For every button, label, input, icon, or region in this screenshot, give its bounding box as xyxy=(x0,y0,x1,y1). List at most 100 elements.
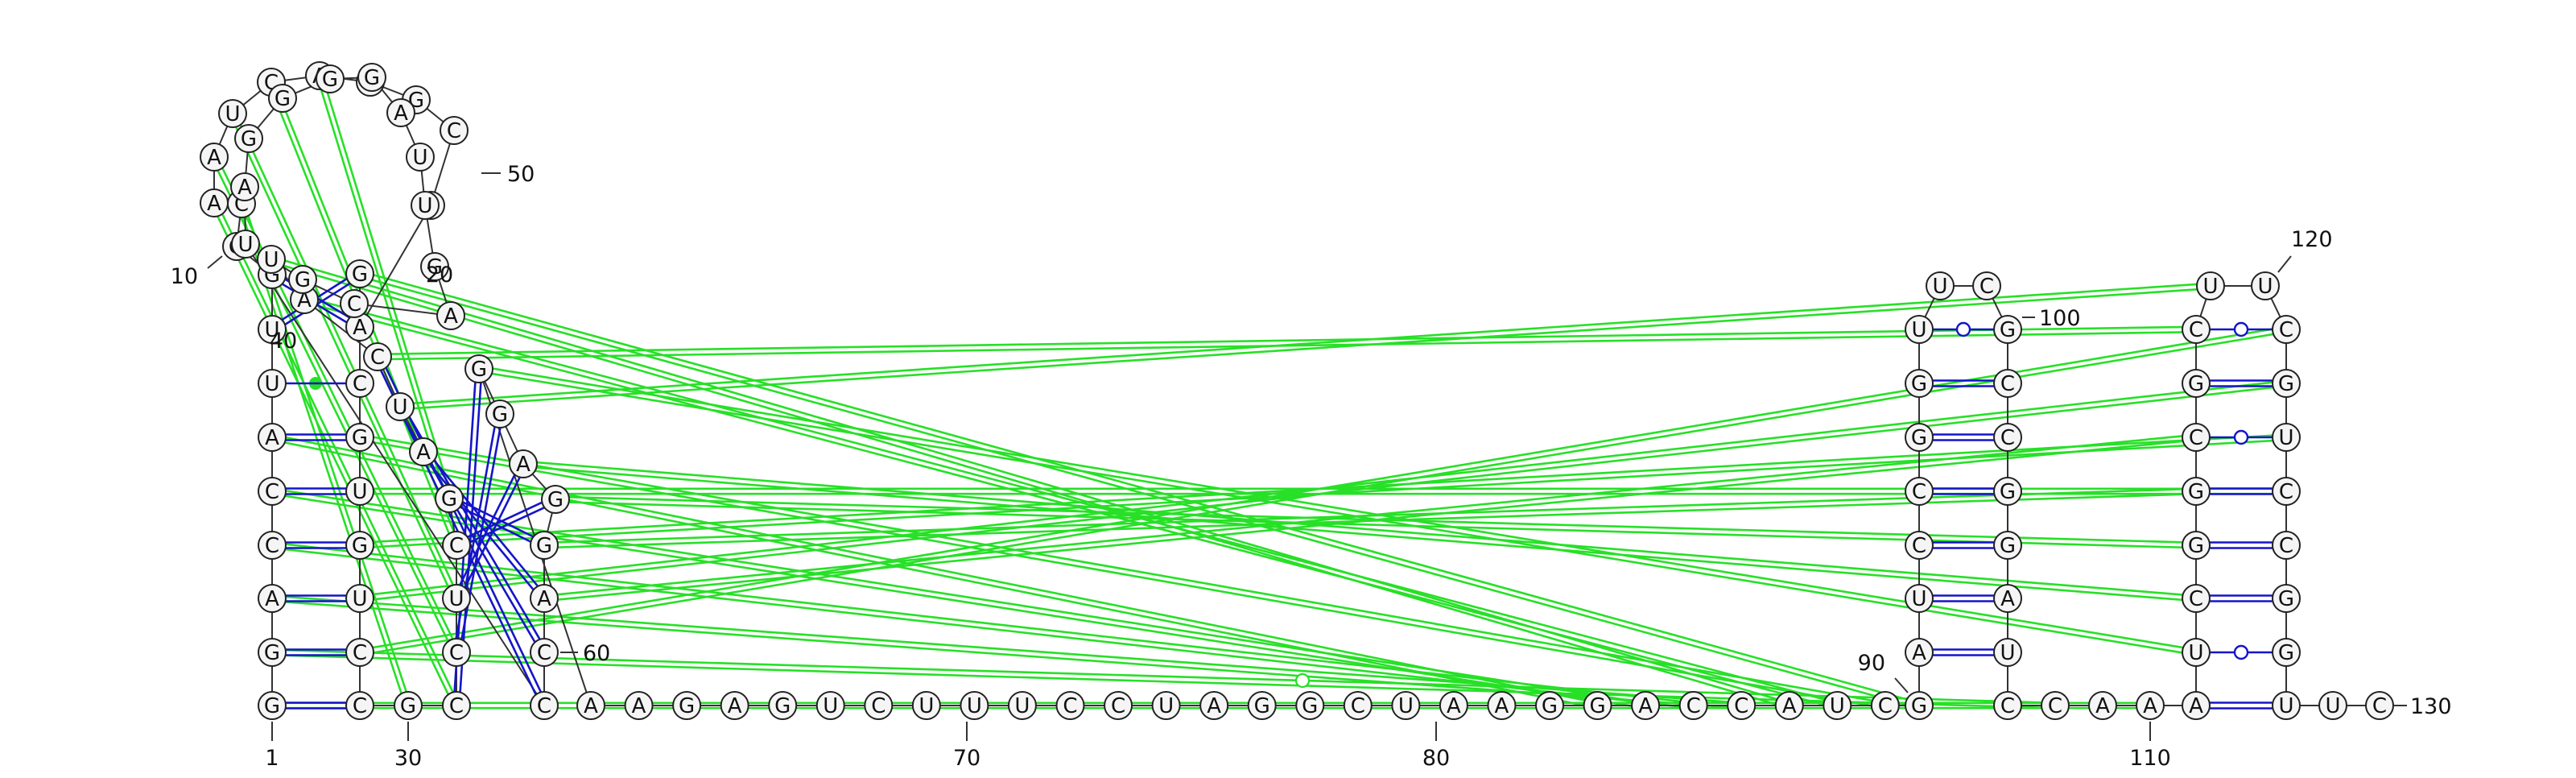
nucleotide-circle xyxy=(2182,423,2211,452)
base-pair-line xyxy=(459,474,516,586)
nucleotide: C xyxy=(2182,423,2211,452)
nucleotide: C xyxy=(2182,584,2211,613)
nucleotide: C xyxy=(345,638,374,667)
nucleotide-letter: U xyxy=(417,194,432,218)
backbone-segment xyxy=(303,299,378,358)
nucleotide-circle xyxy=(1993,638,2022,667)
nucleotide-circle xyxy=(406,143,435,172)
nucleotide-letter: C xyxy=(2279,480,2293,504)
nucleotide-letter: U xyxy=(264,318,279,342)
nucleotide: G xyxy=(1583,691,1612,720)
nucleotide-circle xyxy=(1295,691,1325,720)
nucleotide-letter: A xyxy=(353,316,367,340)
nucleotide: G xyxy=(394,691,423,720)
nucleotide: U xyxy=(258,369,287,398)
nucleotide-circle xyxy=(2182,691,2211,720)
nucleotide-letter: G xyxy=(2000,534,2016,558)
tertiary-interaction-line xyxy=(229,114,456,600)
nucleotide-letter: A xyxy=(2189,694,2203,718)
nucleotide-letter: A xyxy=(1207,694,1221,718)
nucleotide-circle xyxy=(257,245,286,274)
nucleotide-circle xyxy=(2182,531,2211,560)
base-pair-line xyxy=(467,501,543,538)
nucleotide-circle xyxy=(1905,584,1934,613)
nucleotide-letter: A xyxy=(728,694,742,718)
nucleotide-letter: G xyxy=(352,426,368,450)
nucleotide-letter: U xyxy=(919,694,934,718)
nucleotide: G xyxy=(435,484,464,513)
nucleotide: C xyxy=(2272,477,2301,506)
nucleotide-circle xyxy=(1535,691,1564,720)
nucleotide: G xyxy=(2272,369,2301,398)
nucleotide-letter: C xyxy=(537,694,551,718)
nucleotide: A xyxy=(1487,691,1517,720)
nucleotide-circle xyxy=(1905,423,1934,452)
nucleotide-circle xyxy=(1905,638,1934,667)
position-label: 130 xyxy=(2410,694,2452,719)
nucleotide: C xyxy=(530,691,559,720)
nucleotide: G xyxy=(768,691,798,720)
tertiary-interaction-line xyxy=(210,203,456,707)
nucleotide: C xyxy=(1343,691,1373,720)
nucleotide: G xyxy=(258,638,287,667)
tertiary-interaction-line xyxy=(271,599,1742,710)
nucleotide-letter: C xyxy=(537,641,551,665)
nucleotide: C xyxy=(442,691,471,720)
nucleotide-circle xyxy=(2272,638,2301,667)
nucleotide: C xyxy=(1905,477,1934,506)
nucleotide-letter: C xyxy=(1734,694,1748,718)
nucleotide: C xyxy=(1993,691,2022,720)
nucleotide-letter: A xyxy=(1447,694,1461,718)
nucleotide: U xyxy=(2182,638,2211,667)
nucleotide-circle xyxy=(231,230,260,259)
nucleotide-letter: U xyxy=(392,395,407,420)
nucleotide-letter: G xyxy=(1302,694,1318,718)
nucleotide-letter: G xyxy=(2188,480,2204,504)
nucleotide: G xyxy=(1993,477,2022,506)
nucleotide-letter: U xyxy=(1014,694,1030,718)
nucleotide-circle xyxy=(864,691,894,720)
nucleotide: G xyxy=(1295,691,1325,720)
nucleotide-circle xyxy=(435,484,464,513)
position-label: 40 xyxy=(270,329,297,354)
nucleotide-letter: G xyxy=(774,694,791,718)
nucleotide-letter: A xyxy=(2095,694,2110,718)
gu-pair-marker xyxy=(1955,321,1971,337)
nucleotide-letter: C xyxy=(265,480,279,504)
nucleotide-letter: A xyxy=(1495,694,1509,718)
nucleotide-letter: A xyxy=(444,304,458,329)
nucleotide: G xyxy=(464,354,493,383)
nucleotide-letter: G xyxy=(2278,372,2294,396)
position-label: 50 xyxy=(507,162,535,187)
nucleotide-circle xyxy=(672,691,702,720)
nucleotide: A xyxy=(1774,691,1804,720)
nucleotide-circle xyxy=(440,116,469,145)
nucleotide-circle xyxy=(1487,691,1517,720)
nucleotide-circle xyxy=(345,638,374,667)
nucleotide-letter: C xyxy=(1878,694,1893,718)
nucleotide-circle xyxy=(258,691,287,720)
nucleotide-circle xyxy=(1678,691,1708,720)
nucleotide-letter: U xyxy=(352,480,367,504)
nucleotide-circle xyxy=(230,172,259,201)
nucleotide: A xyxy=(436,301,465,330)
nucleotide-circle xyxy=(1727,691,1757,720)
nucleotide-letter: G xyxy=(1589,694,1605,718)
nucleotide-circle xyxy=(442,584,471,613)
nucleotide: U xyxy=(258,315,287,344)
tertiary-marker-open xyxy=(1294,672,1311,689)
nucleotide-circle xyxy=(541,485,570,514)
nucleotide-letter: U xyxy=(823,694,838,718)
nucleotide: U xyxy=(1823,691,1852,720)
nucleotide: G xyxy=(2272,638,2301,667)
nucleotide-circle xyxy=(1439,691,1468,720)
nucleotide-letter: A xyxy=(237,176,252,200)
nucleotide-letter: G xyxy=(1542,694,1558,718)
nucleotide-letter: G xyxy=(2000,318,2016,342)
nucleotide-circle xyxy=(345,531,374,560)
nucleotide-circle xyxy=(258,423,287,452)
nucleotide-circle xyxy=(1055,691,1085,720)
nucleotide-circle xyxy=(2182,315,2211,344)
base-pair-line xyxy=(460,506,531,543)
